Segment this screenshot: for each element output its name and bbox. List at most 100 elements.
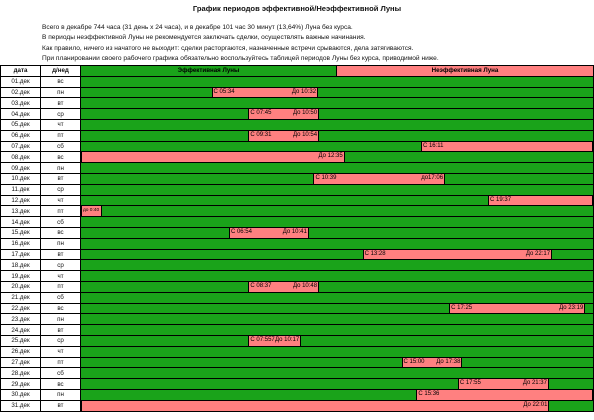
intro-line-2: В периоды неэффективной Луны не рекоменд… <box>42 34 366 42</box>
date-cell: 11.дек <box>0 183 41 196</box>
table-header-row: дата д/нед Эффективная Луны Неэффективна… <box>0 65 594 77</box>
table-row: 15.дек вс С 06:54 До 10:41 <box>0 226 594 239</box>
table-row: 08.дек вс До 12:35 <box>0 151 594 164</box>
period-end-label: До 10:32 <box>291 88 317 95</box>
moon-day-band <box>80 162 594 174</box>
date-cell: 20.дек <box>0 280 41 293</box>
moon-day-band: С 06:54 До 10:41 <box>80 226 594 239</box>
day-of-week-cell: сб <box>40 140 81 153</box>
ineffective-period-bar <box>248 131 320 141</box>
period-start-label: С 16:11 <box>422 142 444 149</box>
period-start-label: С 08:37 <box>250 282 272 289</box>
period-end-label: До 10:17 <box>275 336 300 343</box>
date-cell: 27.дек <box>0 356 41 369</box>
period-start-label: С 15:36 <box>418 390 440 397</box>
moon-day-band <box>80 75 594 88</box>
intro-line-4: При планировании своего рабочего графика… <box>42 55 439 63</box>
ineffective-period-bar <box>228 228 309 238</box>
moon-day-band <box>80 313 594 326</box>
moon-day-band: до 0:40 <box>80 205 594 218</box>
table-row: 25.дек ср С 07:557 До 10:17 <box>0 334 594 347</box>
moon-day-band <box>80 291 594 304</box>
day-of-week-cell: вт <box>40 399 81 412</box>
period-end-label: до17:06 <box>421 174 444 181</box>
period-start-label: С 13:28 <box>364 250 386 257</box>
day-of-week-cell: ср <box>40 183 81 196</box>
moon-day-band <box>80 237 594 250</box>
table-row: 22.дек вс С 17:25 До 23:19 <box>0 302 594 315</box>
date-cell: 07.дек <box>0 140 41 153</box>
period-end-label: До 22:01 <box>523 401 548 408</box>
date-cell: 24.дек <box>0 324 41 336</box>
moon-day-band <box>80 259 594 272</box>
table-row: 17.дек вт С 13:28 До 22:17 <box>0 248 594 261</box>
period-end-label: До 21:37 <box>522 380 547 387</box>
ineffective-period-bar <box>211 88 319 97</box>
moon-day-band <box>80 97 594 110</box>
date-cell: 06.дек <box>0 129 41 142</box>
period-start-label: С 09:31 <box>250 131 272 138</box>
ineffective-period-bar <box>420 142 593 151</box>
day-of-week-cell: чт <box>40 118 81 131</box>
period-start-label: С 10:39 <box>315 174 337 181</box>
table-row: 05.дек чт <box>0 118 594 131</box>
table-row: 28.дек сб <box>0 367 594 380</box>
table-row: 02.дек пн С 05:34 До 10:32 <box>0 86 594 99</box>
intro-line-3: Как правило, ничего из начатого не выход… <box>42 44 414 52</box>
day-of-week-cell: ср <box>40 259 81 272</box>
moon-day-band: С 13:28 До 22:17 <box>80 248 594 261</box>
period-start-label: С 07:557 <box>250 336 275 343</box>
date-cell: 25.дек <box>0 334 41 347</box>
table-row: 23.дек пн <box>0 313 594 326</box>
date-cell: 21.дек <box>0 291 41 304</box>
date-cell: 05.дек <box>0 118 41 131</box>
moon-day-band: С 09:31 До 10:54 <box>80 129 594 142</box>
moon-schedule-table: дата д/нед Эффективная Луны Неэффективна… <box>0 65 594 412</box>
moon-day-band: С 17:55 До 21:37 <box>80 378 594 390</box>
period-start-label: С 05:34 <box>213 88 235 95</box>
date-cell: 09.дек <box>0 162 41 174</box>
period-end-label: До 17:38 <box>436 358 461 365</box>
table-row: 27.дек пт С 15:00 До 17:38 <box>0 356 594 369</box>
day-of-week-cell: пн <box>40 86 81 99</box>
date-cell: 23.дек <box>0 313 41 326</box>
date-cell: 12.дек <box>0 194 41 207</box>
day-of-week-cell: вс <box>40 151 81 164</box>
moon-day-band: С 05:34 До 10:32 <box>80 86 594 99</box>
period-start-label: С 19:37 <box>490 196 512 203</box>
period-start-label: С 07:45 <box>250 110 272 117</box>
date-cell: 10.дек <box>0 172 41 185</box>
moon-day-band <box>80 118 594 131</box>
table-row: 13.дек пт до 0:40 <box>0 205 594 218</box>
date-cell: 16.дек <box>0 237 41 250</box>
day-of-week-cell: сб <box>40 291 81 304</box>
ineffective-period-bar <box>449 304 586 313</box>
table-row: 04.дек ср С 07:45 До 10:50 <box>0 108 594 120</box>
ineffective-period-bar <box>248 282 320 292</box>
date-cell: 22.дек <box>0 302 41 315</box>
ineffective-period-bar <box>457 379 549 389</box>
day-of-week-cell: пт <box>40 129 81 142</box>
header-effective-moon: Эффективная Луны <box>80 65 337 77</box>
page-title: График периодов эффективной/Неэффективно… <box>192 4 402 13</box>
header-day-of-week: д/нед <box>40 65 81 77</box>
ineffective-period-bar <box>401 357 463 367</box>
ineffective-period-bar <box>248 109 320 119</box>
day-of-week-cell: вс <box>40 226 81 239</box>
table-row: 21.дек сб <box>0 291 594 304</box>
moon-day-band <box>80 183 594 196</box>
date-cell: 29.дек <box>0 378 41 390</box>
date-cell: 01.дек <box>0 75 41 88</box>
table-row: 31.дек вт До 22:01 <box>0 399 594 412</box>
period-start-label: С 15:00 <box>403 358 425 365</box>
date-cell: 30.дек <box>0 388 41 401</box>
table-row: 20.дек пт С 08:37 До 10:48 <box>0 280 594 293</box>
table-row: 16.дек пн <box>0 237 594 250</box>
moon-day-band: С 15:00 До 17:38 <box>80 356 594 369</box>
day-of-week-cell: пт <box>40 205 81 218</box>
date-cell: 31.дек <box>0 399 41 412</box>
intro-text: Всего в декабре 744 часа (31 день х 24 ч… <box>42 23 582 65</box>
day-of-week-cell: вс <box>40 302 81 315</box>
day-of-week-cell: чт <box>40 345 81 358</box>
date-cell: 02.дек <box>0 86 41 99</box>
